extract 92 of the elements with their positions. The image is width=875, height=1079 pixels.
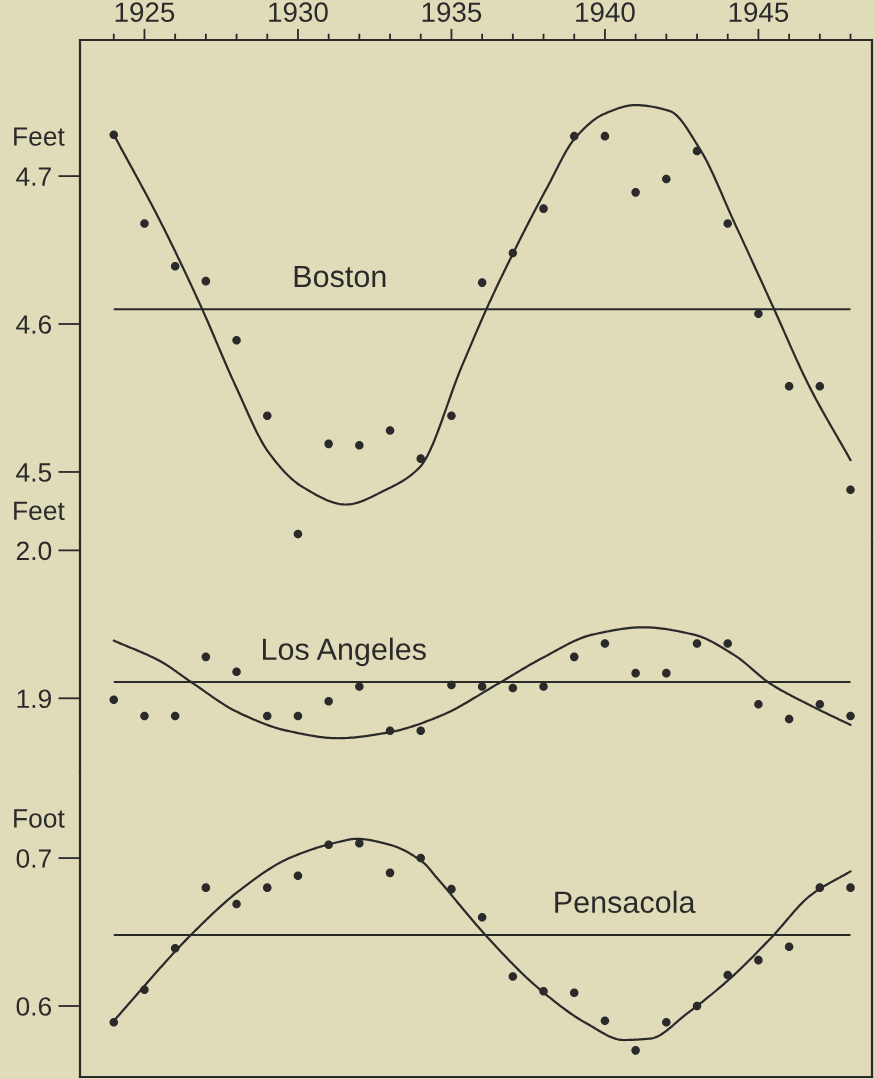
point [815, 699, 825, 709]
y-axis-title: Feet [14, 127, 65, 146]
point [846, 883, 855, 892]
y-tick-label: 4.5 [16, 463, 52, 482]
point [600, 639, 610, 648]
point [201, 883, 211, 892]
x-tick-label: 1935 [422, 2, 482, 23]
y-tick-label: 4.7 [16, 167, 51, 186]
x-tick-label: 1945 [729, 2, 789, 23]
x-tick-label: 1930 [269, 2, 328, 23]
point [723, 219, 732, 228]
point [293, 529, 303, 539]
point [232, 667, 241, 676]
point [262, 711, 272, 721]
point [539, 204, 548, 213]
point [170, 711, 180, 721]
point [109, 130, 119, 139]
ref-line-label: Boston [294, 265, 386, 288]
y-tick-label: 1.9 [17, 689, 51, 709]
point [784, 381, 794, 391]
point [324, 696, 333, 706]
point [600, 1016, 610, 1026]
point [508, 683, 518, 693]
point [140, 219, 149, 228]
y-axis-title: Feet [14, 501, 65, 521]
point [385, 426, 395, 435]
point [692, 639, 702, 648]
point [692, 146, 702, 156]
point [784, 714, 794, 724]
point [569, 652, 579, 662]
point [477, 682, 487, 691]
point [447, 411, 456, 421]
point [754, 955, 763, 965]
point [170, 944, 180, 953]
point [355, 682, 364, 691]
point [477, 278, 487, 287]
point [539, 986, 548, 996]
point [600, 131, 610, 141]
point [662, 668, 671, 678]
y-tick-label: 2.0 [16, 541, 52, 561]
point [754, 309, 763, 318]
point [232, 899, 241, 909]
point [692, 1001, 702, 1011]
point [355, 441, 364, 450]
point [293, 871, 303, 881]
point [324, 439, 333, 449]
ref-line-label: Los Angeles [263, 637, 426, 667]
point [569, 988, 579, 997]
point [232, 336, 241, 345]
point [815, 883, 825, 892]
point [201, 652, 211, 662]
point [447, 680, 456, 690]
point [262, 411, 272, 421]
point [416, 726, 426, 736]
point [754, 699, 763, 709]
point [170, 262, 180, 271]
y-axis-title: Foot [14, 809, 65, 828]
point [631, 1046, 640, 1055]
point [447, 884, 456, 894]
point [846, 485, 855, 494]
point [631, 668, 640, 678]
y-tick-label: 0.7 [16, 849, 51, 868]
point [477, 912, 487, 922]
ref-line-label: Pensacola [555, 890, 696, 914]
point [631, 188, 640, 197]
point [293, 711, 303, 721]
point [723, 970, 732, 980]
point [539, 682, 548, 691]
point [508, 248, 518, 258]
y-tick-label: 0.6 [16, 997, 52, 1016]
point [723, 639, 732, 648]
point [262, 883, 272, 892]
point [846, 711, 855, 721]
point [662, 174, 671, 184]
point [140, 711, 149, 721]
point [662, 1017, 671, 1027]
point [140, 985, 149, 994]
point [109, 1017, 119, 1027]
point [201, 276, 211, 286]
point [784, 942, 794, 952]
point [508, 972, 518, 981]
x-tick-label: 1940 [576, 2, 635, 23]
point [815, 381, 825, 391]
point [385, 868, 395, 878]
point [109, 695, 119, 705]
point [324, 840, 333, 850]
point [416, 454, 426, 463]
point [385, 726, 395, 736]
x-tick-label: 1925 [115, 2, 175, 23]
y-tick-label: 4.6 [16, 315, 52, 334]
point [416, 853, 426, 863]
point [569, 131, 579, 141]
